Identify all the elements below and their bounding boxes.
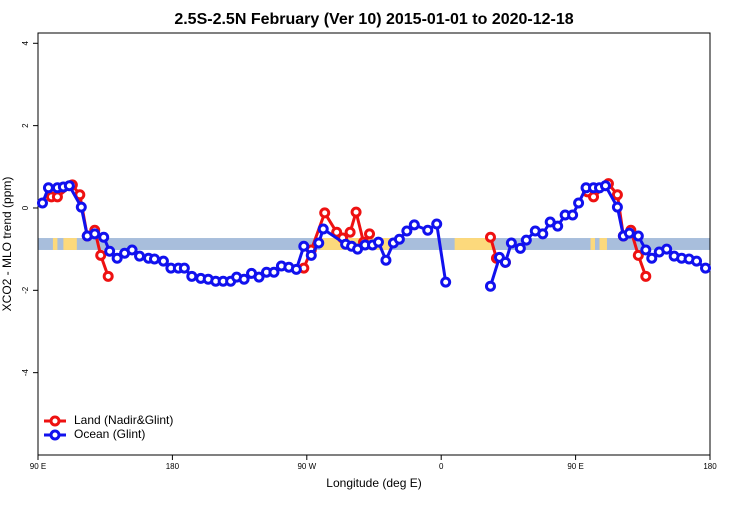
point xyxy=(393,233,405,245)
point xyxy=(36,197,48,209)
point xyxy=(567,209,579,221)
point xyxy=(401,225,413,237)
point xyxy=(499,256,511,268)
point xyxy=(134,250,146,262)
x-axis-label: Longitude (deg E) xyxy=(326,476,421,490)
point xyxy=(317,223,329,235)
x-tick-label: 0 xyxy=(439,462,444,471)
point xyxy=(238,273,250,285)
point xyxy=(42,182,54,194)
point xyxy=(484,231,496,243)
point xyxy=(253,271,265,283)
point xyxy=(537,228,549,240)
point xyxy=(520,234,532,246)
point xyxy=(611,201,623,213)
point xyxy=(111,252,123,264)
point xyxy=(95,249,107,261)
point xyxy=(350,206,362,218)
point xyxy=(623,227,635,239)
chart-title: 2.5S-2.5N February (Ver 10) 2015-01-01 t… xyxy=(174,11,573,28)
y-tick-label: -4 xyxy=(21,369,30,377)
point xyxy=(408,219,420,231)
point xyxy=(661,243,673,255)
point xyxy=(75,201,87,213)
point xyxy=(611,189,623,201)
point xyxy=(126,244,138,256)
x-tick-label: 90 E xyxy=(30,462,46,471)
point xyxy=(102,270,114,282)
point xyxy=(573,197,585,209)
point xyxy=(632,230,644,242)
point xyxy=(440,276,452,288)
point xyxy=(422,224,434,236)
point xyxy=(157,255,169,267)
point xyxy=(640,244,652,256)
point xyxy=(290,263,302,275)
y-axis-label: XCO2 - MLO trend (ppm) xyxy=(0,177,14,312)
point xyxy=(98,231,110,243)
y-tick-label: 2 xyxy=(21,123,30,128)
point xyxy=(298,240,310,252)
point xyxy=(514,242,526,254)
point xyxy=(268,266,280,278)
point xyxy=(344,226,356,238)
land-band xyxy=(63,238,77,250)
point xyxy=(640,270,652,282)
point xyxy=(380,254,392,266)
point xyxy=(691,255,703,267)
x-tick-label: 180 xyxy=(703,462,717,471)
plot-frame xyxy=(37,32,711,456)
legend-marker xyxy=(49,415,61,427)
land-band xyxy=(52,238,58,250)
land-band xyxy=(454,238,492,250)
y-tick-label: -2 xyxy=(21,286,30,294)
legend-label: Ocean (Glint) xyxy=(74,427,145,441)
point xyxy=(431,218,443,230)
y-tick-label: 4 xyxy=(21,41,30,46)
point xyxy=(588,191,600,203)
point xyxy=(505,237,517,249)
land-band xyxy=(599,238,607,250)
point xyxy=(372,236,384,248)
point xyxy=(632,249,644,261)
point xyxy=(364,228,376,240)
point xyxy=(178,262,190,274)
y-tick-label: 0 xyxy=(21,205,30,210)
x-tick-label: 180 xyxy=(166,462,180,471)
point xyxy=(700,262,712,274)
point xyxy=(63,180,75,192)
point xyxy=(646,252,658,264)
land-band xyxy=(590,238,596,250)
legend-label: Land (Nadir&Glint) xyxy=(74,413,173,427)
point xyxy=(484,280,496,292)
point xyxy=(313,237,325,249)
point xyxy=(104,245,116,257)
point xyxy=(599,180,611,192)
point xyxy=(148,253,160,265)
point xyxy=(51,191,63,203)
point xyxy=(89,228,101,240)
x-tick-label: 90 W xyxy=(297,462,316,471)
legend-marker xyxy=(49,429,61,441)
point xyxy=(552,220,564,232)
point xyxy=(186,270,198,282)
x-tick-label: 90 E xyxy=(567,462,583,471)
point xyxy=(319,207,331,219)
point xyxy=(305,249,317,261)
